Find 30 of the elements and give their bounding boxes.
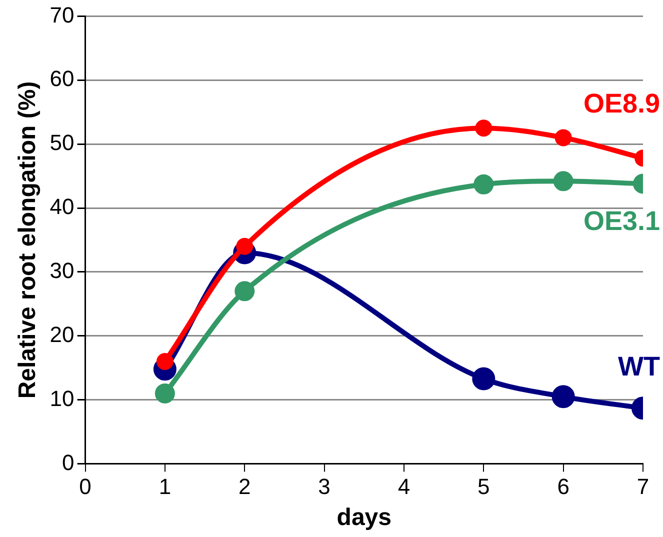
x-tick-label: 3 (318, 474, 330, 500)
x-tick-label: 2 (238, 474, 251, 500)
y-tick-label: 10 (50, 386, 74, 411)
series-label: WT (618, 352, 660, 382)
point (554, 129, 572, 146)
x-axis-title: days (336, 504, 392, 532)
point (553, 171, 574, 192)
x-tick-label: 4 (398, 474, 410, 500)
point (154, 383, 175, 404)
point (475, 120, 492, 137)
x-tick-label: 6 (557, 474, 570, 500)
y-axis-title: Relative root elongation (%) (14, 81, 42, 399)
y-tick-label: 30 (50, 258, 74, 284)
y-tick-label: 20 (50, 322, 74, 347)
series-label: OE3.1 (583, 206, 660, 236)
x-tick-label: 5 (478, 474, 490, 500)
point (474, 174, 494, 194)
y-tick-label: 70 (50, 2, 74, 28)
point (234, 281, 255, 302)
y-tick-label: 40 (50, 194, 74, 220)
x-tick-label: 7 (636, 474, 650, 500)
point (156, 352, 174, 370)
y-tick-label: 60 (50, 66, 74, 92)
y-tick-label: 0 (62, 450, 74, 475)
x-tick-label: 1 (158, 474, 172, 500)
series-label: OE8.9 (583, 88, 660, 119)
y-tick-label: 50 (50, 130, 74, 156)
x-tick-label: 0 (79, 474, 92, 500)
point (472, 367, 496, 390)
point (552, 385, 575, 408)
